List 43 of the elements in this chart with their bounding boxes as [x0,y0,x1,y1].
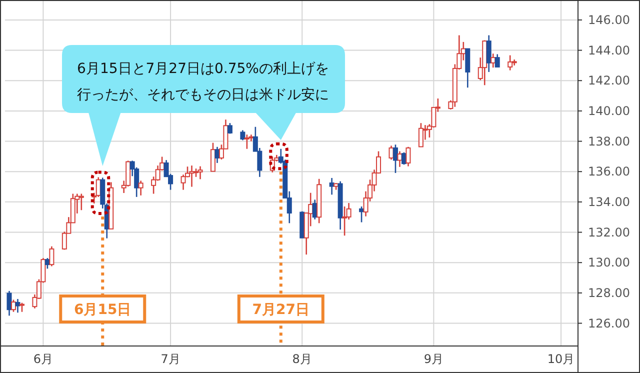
y-tick-label: 132.00 [588,225,630,240]
x-tick-label: 7月 [160,352,180,366]
y-tick-label: 134.00 [588,194,630,209]
candlestick [397,150,402,168]
candlestick [418,122,424,148]
candlestick [19,302,24,313]
candlestick [198,166,203,180]
y-tick-label: 146.00 [588,12,630,27]
candlestick [15,298,20,314]
candlestick [78,193,84,211]
y-tick-label: 130.00 [588,256,630,270]
candlestick [494,54,500,68]
y-tick-label: 140.00 [588,104,630,118]
candlestick [406,146,411,167]
candlestick [388,145,394,160]
y-tick-label: 138.00 [588,134,630,148]
x-tick-label: 10月 [547,352,575,366]
candlestick [490,52,496,68]
candlestick [486,34,492,73]
ref-line-label: 6月15日 [74,302,132,318]
candlestick [189,164,194,188]
candlestick [342,206,348,236]
y-tick-label: 126.00 [588,316,630,330]
y-tick-label: 128.00 [588,286,630,300]
x-tick-label: 6月 [33,352,54,366]
x-tick-label: 9月 [424,352,444,366]
candlestick [210,142,216,172]
ref-line-label: 7月27日 [252,302,310,318]
candlestick [240,130,246,141]
candlestick [138,180,144,196]
candlestick [180,174,186,190]
y-tick-label: 136.00 [588,164,630,179]
x-tick-label: 8月 [292,352,312,366]
candlestick [465,48,470,88]
y-tick-label: 144.00 [588,43,630,58]
candlestick [49,246,54,267]
candlestick [214,146,220,164]
candlestick [508,54,513,71]
annotation: 6月15日と7月27日は0.75%の利上げを行ったが、それでもその日は米ドル安に [77,61,329,103]
y-tick-label: 142.00 [588,74,630,88]
candlestick [244,134,250,150]
candlestick [10,299,16,313]
candlestick [6,290,12,316]
